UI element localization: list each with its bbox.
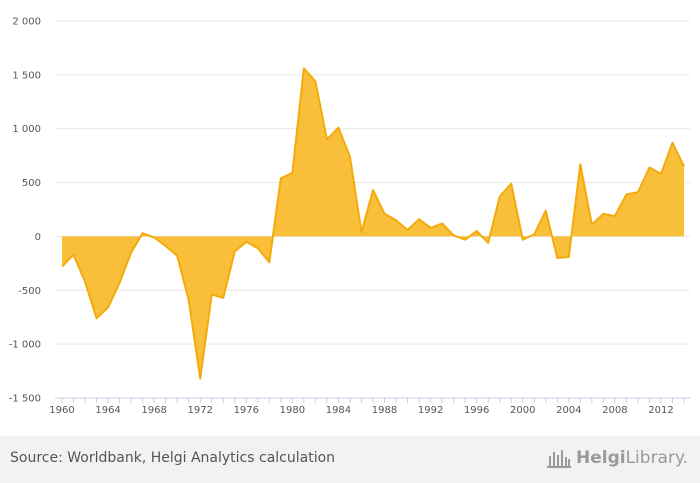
helgi-library-logo[interactable]: HelgiLibrary. — [546, 447, 688, 469]
y-tick-label: -1 500 — [9, 394, 41, 405]
data-point[interactable] — [94, 315, 100, 321]
data-point[interactable] — [243, 239, 249, 245]
data-point[interactable] — [370, 187, 376, 193]
data-point[interactable] — [520, 237, 526, 243]
data-point[interactable] — [623, 191, 629, 197]
data-point[interactable] — [209, 292, 215, 298]
data-point[interactable] — [405, 227, 411, 233]
data-point[interactable] — [301, 65, 307, 71]
data-point[interactable] — [554, 255, 560, 261]
data-point[interactable] — [266, 259, 272, 265]
data-point[interactable] — [681, 163, 687, 169]
data-point[interactable] — [71, 252, 77, 258]
data-point[interactable] — [278, 175, 284, 181]
footer: Source: Worldbank, Helgi Analytics calcu… — [0, 436, 700, 483]
data-point[interactable] — [451, 232, 457, 238]
data-point[interactable] — [531, 231, 537, 237]
data-point[interactable] — [612, 213, 618, 219]
data-point[interactable] — [151, 235, 157, 241]
brand-name: HelgiLibrary. — [575, 448, 688, 468]
data-point[interactable] — [197, 376, 203, 382]
x-tick-label: 2004 — [556, 405, 581, 416]
data-point[interactable] — [635, 189, 641, 195]
y-tick-label: 0 — [35, 232, 41, 243]
y-tick-label: -1 000 — [9, 340, 41, 351]
data-point[interactable] — [382, 211, 388, 217]
data-point[interactable] — [416, 216, 422, 222]
x-tick-label: 1996 — [464, 405, 489, 416]
data-point[interactable] — [324, 136, 330, 142]
data-point[interactable] — [335, 125, 341, 131]
data-point[interactable] — [566, 254, 572, 260]
data-point[interactable] — [577, 161, 583, 167]
data-point[interactable] — [117, 280, 123, 286]
data-point[interactable] — [128, 250, 134, 256]
x-tick-label: 1984 — [326, 405, 351, 416]
y-tick-label: 1 000 — [12, 124, 41, 135]
data-point[interactable] — [658, 171, 664, 177]
series-line — [61, 67, 685, 380]
data-point[interactable] — [646, 164, 652, 170]
data-point[interactable] — [232, 249, 238, 255]
data-point[interactable] — [497, 194, 503, 200]
data-point[interactable] — [174, 253, 180, 259]
data-point[interactable] — [428, 225, 434, 231]
data-point[interactable] — [220, 295, 226, 301]
y-tick-label: -500 — [18, 286, 41, 297]
x-tick-label: 2012 — [648, 405, 673, 416]
x-tick-label: 1992 — [418, 405, 443, 416]
data-point[interactable] — [393, 217, 399, 223]
axes: -1 500 -1 000 -500 0 500 1 000 1 500 2 000 1960 1… — [9, 17, 690, 416]
data-point[interactable] — [600, 211, 606, 217]
x-tick-label: 1972 — [187, 405, 212, 416]
x-tick-label: 1980 — [280, 405, 305, 416]
data-point[interactable] — [543, 208, 549, 214]
chart: -1 500 -1 000 -500 0 500 1 000 1 500 2 000 1960 1… — [9, 17, 690, 416]
data-point[interactable] — [508, 181, 514, 187]
x-tick-label: 1968 — [141, 405, 166, 416]
data-point[interactable] — [669, 140, 675, 146]
x-tick-label: 2000 — [510, 405, 535, 416]
library-building-icon — [546, 450, 571, 468]
data-point[interactable] — [289, 170, 295, 176]
data-point[interactable] — [312, 78, 318, 84]
x-tick-label: 1988 — [372, 405, 397, 416]
data-point[interactable] — [140, 230, 146, 236]
data-point[interactable] — [358, 229, 364, 235]
data-point[interactable] — [255, 245, 261, 251]
y-tick-label: 500 — [22, 178, 41, 189]
data-point[interactable] — [186, 297, 192, 303]
data-point[interactable] — [163, 243, 169, 249]
y-tick-label: 1 500 — [12, 70, 41, 81]
data-point[interactable] — [82, 279, 88, 285]
data-point[interactable] — [347, 154, 353, 160]
data-point[interactable] — [462, 237, 468, 243]
source-text: Source: Worldbank, Helgi Analytics calcu… — [10, 450, 336, 466]
series-area — [59, 65, 687, 382]
data-point[interactable] — [589, 222, 595, 228]
y-tick-label: 2 000 — [12, 17, 41, 28]
x-tick-label: 1964 — [95, 405, 120, 416]
data-point[interactable] — [105, 305, 111, 311]
data-point[interactable] — [474, 228, 480, 234]
data-point[interactable] — [485, 240, 491, 246]
x-tick-label: 2008 — [602, 405, 627, 416]
x-tick-label: 1960 — [49, 405, 74, 416]
series-area-fill — [62, 68, 684, 379]
data-point[interactable] — [439, 221, 445, 227]
data-point[interactable] — [59, 264, 65, 270]
x-tick-label: 1976 — [234, 405, 259, 416]
